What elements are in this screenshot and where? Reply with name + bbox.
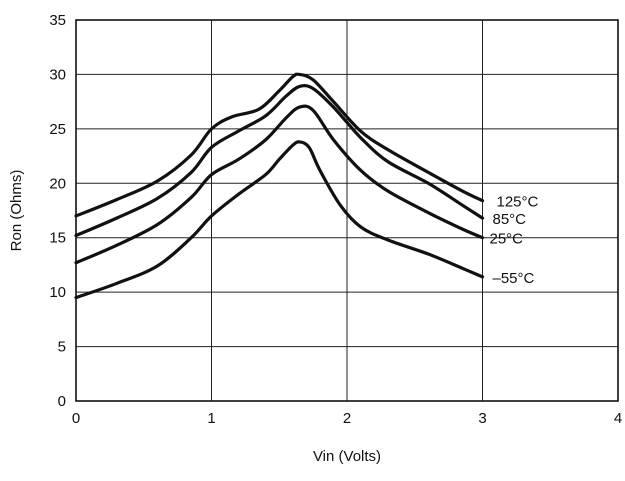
y-tick-label: 10 [49, 284, 66, 301]
y-tick-label: 15 [49, 230, 66, 247]
series-label-minus-55c: –55°C [493, 270, 535, 287]
y-tick-label: 35 [49, 12, 66, 29]
x-tick-label: 3 [478, 410, 486, 427]
x-tick-label: 2 [343, 410, 351, 427]
y-tick-label: 30 [49, 66, 66, 83]
series-layer [76, 74, 483, 297]
y-tick-label: 25 [49, 121, 66, 138]
series-label-125c: 125°C [497, 194, 539, 211]
series-label-layer: 125°C85°C 25°C –55°C [490, 194, 539, 287]
y-tick-label: 20 [49, 175, 66, 192]
series-label-25c: 25°C [490, 231, 524, 248]
series-line-125c [76, 74, 483, 216]
y-tick-label: 5 [58, 339, 66, 356]
x-tick-label: 0 [72, 410, 80, 427]
x-tick-label: 1 [207, 410, 215, 427]
y-tick-label: 0 [58, 393, 66, 410]
x-axis-label: Vin (Volts) [313, 448, 381, 465]
series-label-85c: 85°C [493, 211, 527, 228]
series-line-25c [76, 106, 483, 263]
x-tick-label: 4 [614, 410, 622, 427]
y-axis-label: Ron (Ohms) [8, 170, 25, 252]
series-line-minus-55c [76, 142, 483, 298]
